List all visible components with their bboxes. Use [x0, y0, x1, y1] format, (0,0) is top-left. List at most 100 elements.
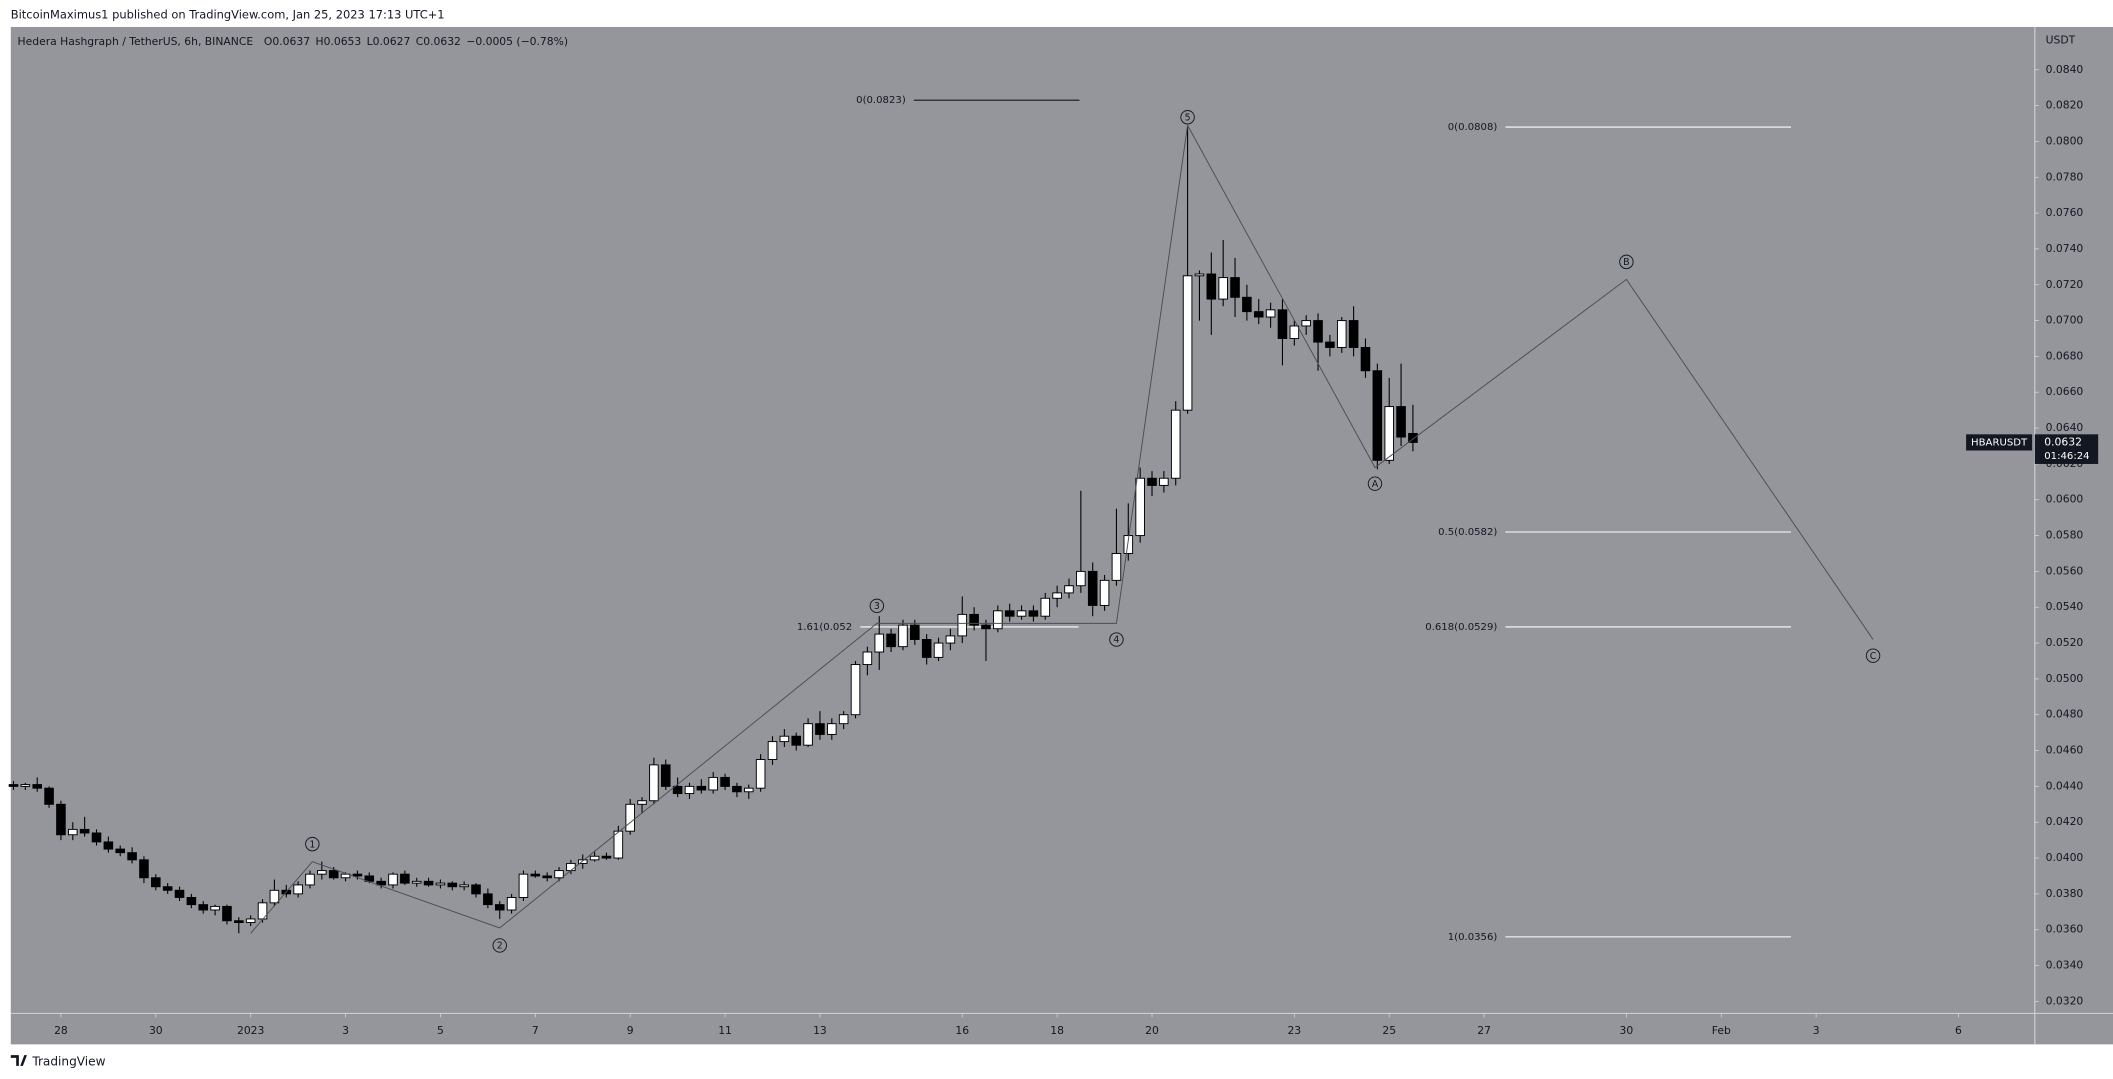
- y-tick-label: 0.0380: [2046, 887, 2084, 900]
- candle-body: [20, 784, 31, 787]
- candle-body: [1076, 570, 1086, 587]
- candle-body: [269, 889, 280, 904]
- y-tick-label: 0.0560: [2046, 564, 2084, 577]
- candle-body: [1194, 273, 1205, 277]
- candle-body: [791, 735, 802, 746]
- y-tick-label: 0.0500: [2046, 672, 2084, 685]
- published-by: BitcoinMaximus1 published on TradingView…: [11, 7, 445, 21]
- candle-body: [1182, 275, 1193, 411]
- candle-body: [1147, 477, 1157, 486]
- candle-body: [139, 859, 149, 879]
- y-tick-label: 0.0580: [2046, 529, 2084, 542]
- x-tick-label: 25: [1382, 1024, 1396, 1037]
- price-tag-countdown: 01:46:24: [2044, 451, 2089, 462]
- y-tick-label: 0.0340: [2046, 959, 2084, 972]
- candle-body: [1372, 370, 1383, 461]
- wave-marker: [492, 938, 507, 953]
- symbol-header: Hedera Hashgraph / TetherUS, 6h, BINANCE…: [18, 35, 569, 48]
- x-tick-label: 3: [1813, 1024, 1820, 1037]
- candle-body: [1028, 610, 1039, 617]
- wave-marker: [1109, 632, 1124, 647]
- symbol-name: Hedera Hashgraph / TetherUS, 6h, BINANCE: [18, 35, 254, 48]
- wave-marker: [1865, 648, 1881, 663]
- candle-body: [1408, 432, 1418, 443]
- x-tick-label: 28: [54, 1024, 68, 1037]
- candle-body: [743, 787, 754, 793]
- axis-unit: USDT: [2046, 33, 2076, 46]
- x-tick-label: 13: [813, 1024, 827, 1037]
- candle-body: [1218, 277, 1228, 300]
- x-tick-label: 30: [149, 1024, 163, 1037]
- candle-body: [660, 764, 671, 787]
- candle-body: [1004, 610, 1015, 617]
- footer-logo: TradingView: [10, 1054, 106, 1068]
- wave-label: 1: [309, 839, 315, 850]
- x-tick-label: 3: [342, 1024, 349, 1037]
- candle-body: [518, 873, 529, 898]
- candle-body: [245, 918, 256, 924]
- symbol-tag-text: HBARUSDT: [1971, 437, 2028, 448]
- wave-label: B: [1623, 257, 1629, 268]
- fib-label: 0.618(0.0529): [1425, 622, 1497, 633]
- fib-label: 0(0.0808): [1448, 122, 1498, 133]
- candle-body: [352, 873, 363, 877]
- candle-body: [198, 904, 209, 911]
- y-tick-label: 0.0360: [2046, 923, 2084, 936]
- candle-body: [1099, 579, 1110, 606]
- y-tick-label: 0.0740: [2046, 242, 2084, 255]
- candle-body: [1242, 296, 1252, 313]
- wave-label: 4: [1113, 635, 1119, 646]
- candle-body: [1135, 477, 1145, 537]
- candle-body: [127, 852, 137, 861]
- y-tick-label: 0.0520: [2046, 636, 2084, 649]
- wave-label: 3: [874, 601, 880, 612]
- ohlc-value: 0.0632: [423, 35, 461, 48]
- candle-body: [44, 787, 54, 805]
- candle-body: [1348, 320, 1359, 348]
- y-tick-label: 0.0800: [2046, 134, 2084, 147]
- candle-body: [1277, 309, 1288, 339]
- candle-body: [815, 723, 825, 735]
- candle-body: [376, 880, 386, 886]
- price-change: −0.0005 (−0.78%): [466, 35, 568, 48]
- candle-body: [542, 875, 552, 879]
- y-tick-label: 0.0400: [2046, 851, 2084, 864]
- candle-body: [672, 785, 683, 795]
- x-tick-label: 27: [1477, 1024, 1491, 1037]
- candle-body: [234, 920, 244, 924]
- y-tick-label: 0.0840: [2046, 63, 2084, 76]
- y-tick-label: 0.0640: [2046, 421, 2084, 434]
- candle-body: [862, 651, 873, 666]
- candle-body: [459, 884, 469, 888]
- candle-body: [933, 642, 944, 658]
- candle-body: [1230, 277, 1240, 298]
- candle-body: [910, 624, 920, 640]
- candle-body: [222, 905, 232, 922]
- candle-body: [79, 828, 90, 834]
- plot-background: [10, 26, 2113, 1045]
- candle-body: [1016, 610, 1027, 617]
- candle-body: [1301, 320, 1311, 327]
- ohlc-value: 0.0637: [272, 35, 310, 48]
- candle-body: [1206, 273, 1217, 300]
- fib-label: 0(0.0823): [856, 95, 906, 106]
- candle-body: [494, 904, 505, 911]
- y-tick-label: 0.0820: [2046, 99, 2084, 112]
- candle-body: [566, 862, 576, 872]
- ohlc-value: 0.0627: [373, 35, 411, 48]
- wave-marker: [1180, 110, 1195, 125]
- candle-body: [874, 633, 885, 653]
- candle-body: [1052, 592, 1062, 599]
- y-tick-label: 0.0660: [2046, 385, 2084, 398]
- candle-body: [993, 610, 1003, 630]
- candle-body: [720, 776, 730, 787]
- fib-label: 0.5(0.0582): [1438, 527, 1497, 538]
- y-tick-label: 0.0420: [2046, 815, 2084, 828]
- candle-body: [1336, 320, 1347, 348]
- candle-body: [423, 880, 434, 886]
- candle-body: [696, 785, 707, 791]
- x-tick-label: 23: [1287, 1024, 1301, 1037]
- candle-body: [186, 896, 197, 906]
